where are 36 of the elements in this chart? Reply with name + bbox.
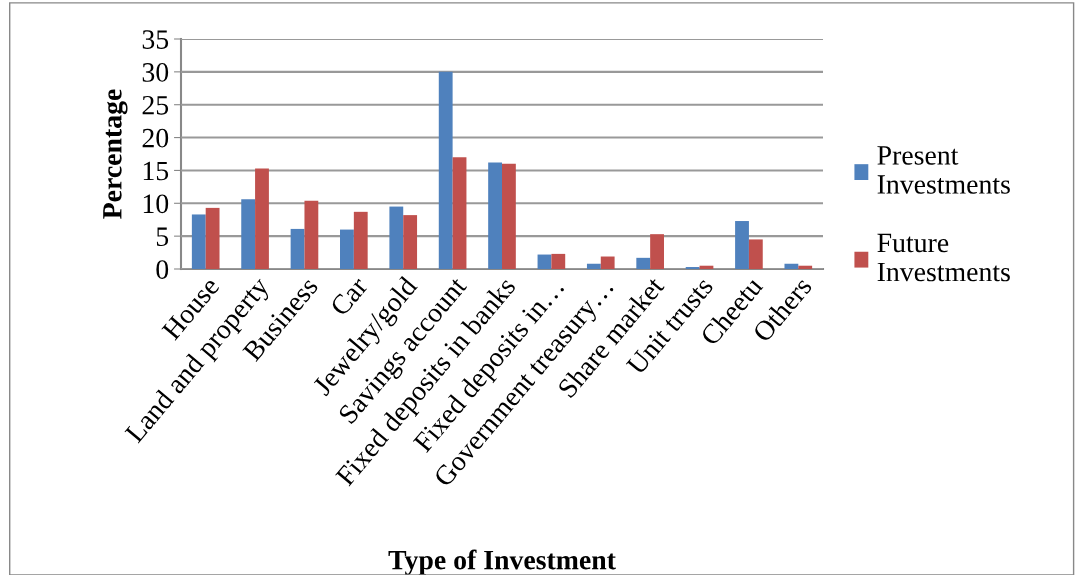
y-tick-label: 20 — [142, 128, 169, 148]
bar — [191, 214, 206, 269]
bar — [600, 256, 615, 269]
bar — [353, 211, 368, 269]
bar — [403, 215, 418, 269]
bar — [748, 239, 763, 269]
y-axis-title: Percentage — [103, 89, 128, 219]
bar — [798, 265, 813, 269]
bar — [438, 71, 453, 269]
bar — [784, 263, 799, 269]
bar — [650, 234, 664, 269]
y-tick-label: 5 — [156, 227, 169, 247]
bar — [304, 200, 319, 269]
y-tick-label: 0 — [156, 260, 169, 279]
y-tick-label: 10 — [143, 194, 169, 214]
bar — [452, 157, 467, 269]
bar — [205, 207, 220, 269]
bar — [636, 257, 651, 269]
y-tick-label: 35 — [142, 30, 169, 49]
bar — [586, 263, 601, 269]
bar — [290, 228, 305, 269]
y-tick-label: 15 — [143, 161, 169, 181]
bar — [389, 206, 404, 269]
bar — [241, 199, 256, 269]
bar — [488, 162, 502, 269]
legend-label: Present Investments — [877, 146, 1010, 194]
y-tick-label: 30 — [142, 63, 169, 82]
legend-label: Future Investments — [877, 233, 1010, 282]
bar — [502, 163, 516, 269]
x-axis-title: Type of Investment — [388, 549, 616, 575]
y-tick-label: 25 — [142, 95, 169, 115]
bar — [735, 221, 749, 269]
bar — [340, 229, 354, 269]
bar — [551, 253, 566, 269]
bar — [537, 254, 552, 269]
bar — [255, 168, 269, 269]
